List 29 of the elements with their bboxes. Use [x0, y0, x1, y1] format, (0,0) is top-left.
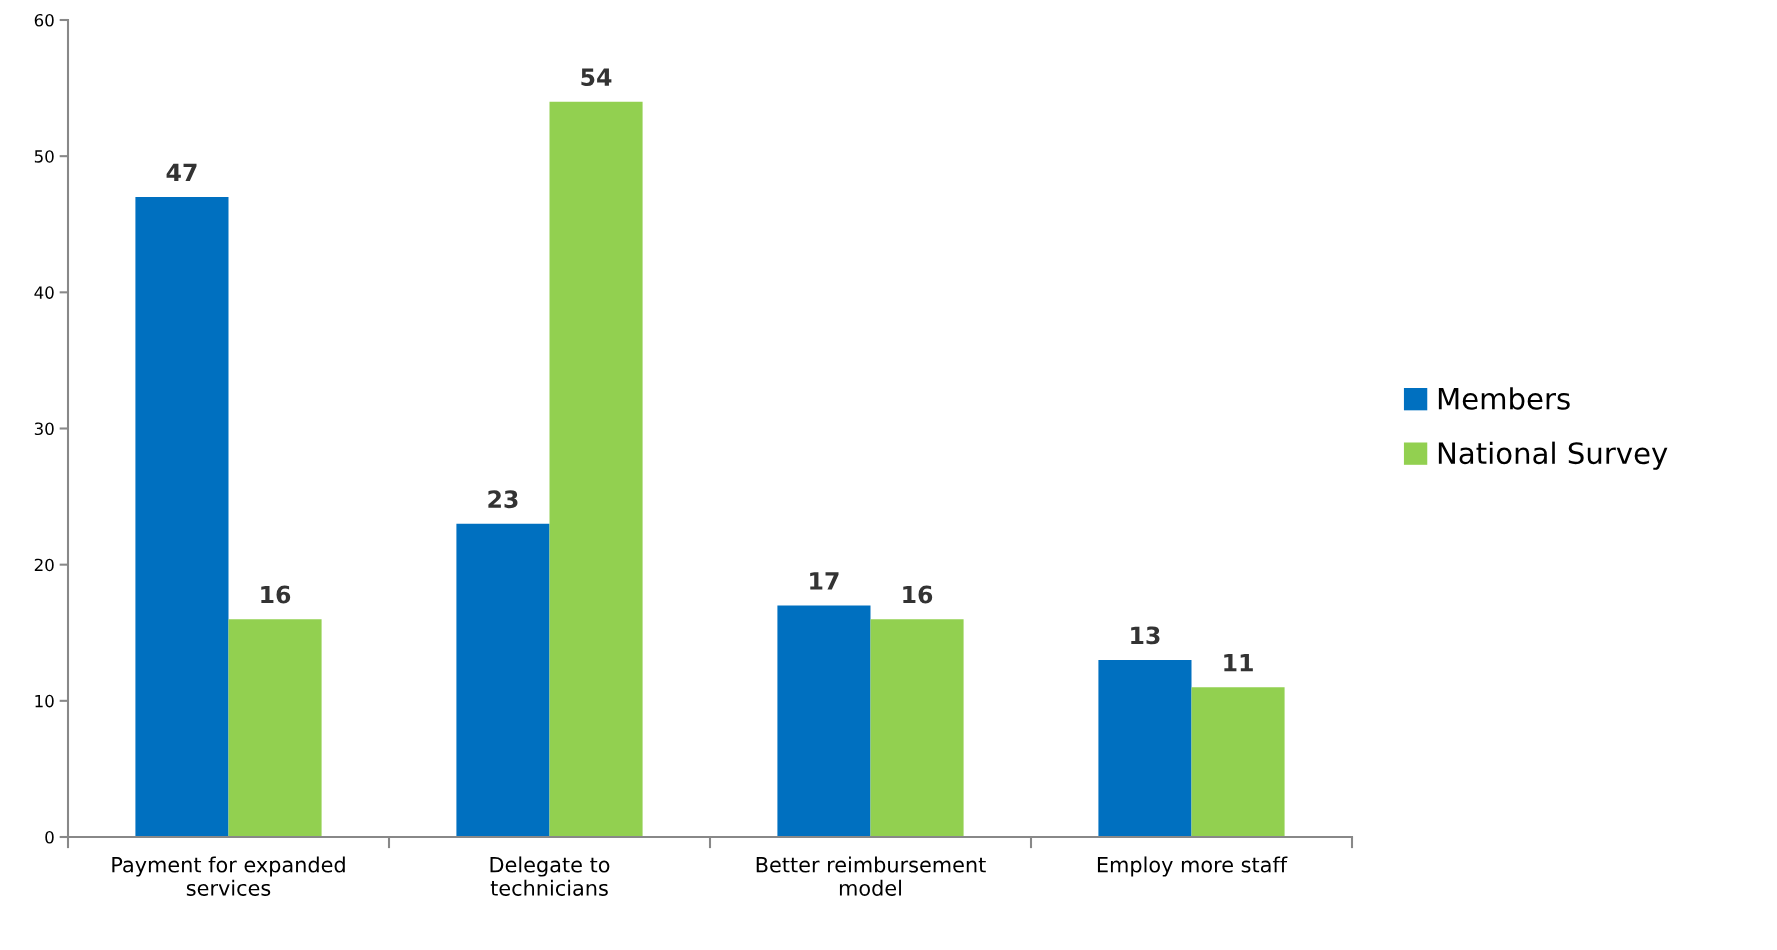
- data-label: 16: [261, 585, 291, 604]
- data-label: 11: [1224, 653, 1253, 672]
- bar: [456, 523, 550, 837]
- data-label: 47: [166, 163, 197, 181]
- data-label: 54: [581, 68, 612, 87]
- x-tick-label: Delegate to technicians: [490, 856, 610, 896]
- bar: [135, 197, 229, 837]
- y-tick-label: 10: [35, 694, 54, 708]
- y-tick-label: 30: [34, 422, 54, 436]
- x-tick-label: Payment for expanded services: [112, 856, 345, 896]
- bar: [1191, 687, 1285, 837]
- y-tick-label: 40: [34, 286, 54, 299]
- y-tick-label: 50: [34, 150, 54, 163]
- data-label: 13: [1131, 626, 1160, 645]
- bar: [228, 619, 322, 837]
- legend-label: National Survey: [1438, 441, 1668, 470]
- data-label: 17: [810, 572, 839, 590]
- x-tick-label: Better reimbursement model: [756, 856, 986, 896]
- data-label: 23: [488, 490, 518, 509]
- bar: [777, 605, 871, 837]
- bar: [549, 101, 643, 837]
- x-tick-label: Employ more staff: [1097, 856, 1288, 877]
- legend-label: Members: [1438, 387, 1570, 410]
- y-tick-label: 60: [34, 13, 54, 27]
- bar: [1098, 659, 1192, 837]
- data-label: 16: [903, 585, 933, 604]
- y-tick-label: 0: [45, 830, 54, 844]
- bar: [870, 619, 964, 837]
- y-tick-label: 20: [34, 558, 54, 572]
